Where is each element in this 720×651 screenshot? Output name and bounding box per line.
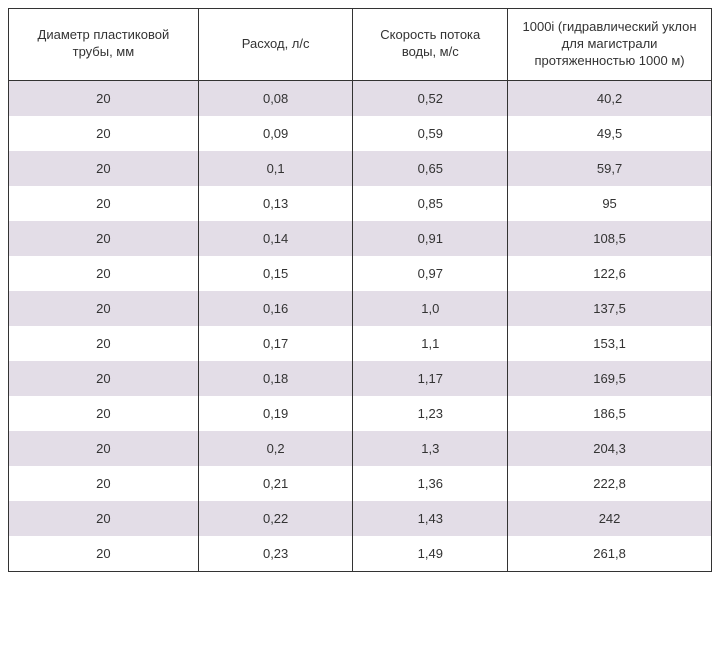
table-row: 200,150,97122,6 [9,256,712,291]
table-cell: 0,08 [198,80,353,116]
column-header-velocity: Скорость потока воды, м/с [353,9,508,81]
table-cell: 0,22 [198,501,353,536]
table-row: 200,140,91108,5 [9,221,712,256]
table-cell: 261,8 [508,536,712,572]
table-cell: 20 [9,291,199,326]
table-cell: 20 [9,256,199,291]
table-cell: 0,1 [198,151,353,186]
table-cell: 20 [9,501,199,536]
table-cell: 1,36 [353,466,508,501]
table-row: 200,10,6559,7 [9,151,712,186]
table-row: 200,080,5240,2 [9,80,712,116]
table-cell: 0,52 [353,80,508,116]
table-cell: 0,2 [198,431,353,466]
table-cell: 20 [9,466,199,501]
table-cell: 20 [9,116,199,151]
table-header-row: Диаметр пластиковой трубы, мм Расход, л/… [9,9,712,81]
table-row: 200,161,0137,5 [9,291,712,326]
column-header-slope: 1000i (гидравлический уклон для магистра… [508,9,712,81]
table-cell: 1,43 [353,501,508,536]
table-body: 200,080,5240,2200,090,5949,5200,10,6559,… [9,80,712,571]
table-cell: 0,15 [198,256,353,291]
table-cell: 169,5 [508,361,712,396]
table-cell: 0,18 [198,361,353,396]
table-cell: 1,3 [353,431,508,466]
table-row: 200,130,8595 [9,186,712,221]
table-cell: 242 [508,501,712,536]
table-row: 200,191,23186,5 [9,396,712,431]
table-cell: 153,1 [508,326,712,361]
table-cell: 0,65 [353,151,508,186]
table-cell: 0,23 [198,536,353,572]
table-cell: 20 [9,221,199,256]
table-cell: 0,14 [198,221,353,256]
table-cell: 222,8 [508,466,712,501]
table-cell: 1,1 [353,326,508,361]
table-cell: 0,97 [353,256,508,291]
table-cell: 122,6 [508,256,712,291]
hydraulic-table: Диаметр пластиковой трубы, мм Расход, л/… [8,8,712,572]
table-cell: 20 [9,361,199,396]
column-header-diameter: Диаметр пластиковой трубы, мм [9,9,199,81]
table-cell: 49,5 [508,116,712,151]
table-cell: 40,2 [508,80,712,116]
table-row: 200,171,1153,1 [9,326,712,361]
table-cell: 1,0 [353,291,508,326]
table-cell: 1,23 [353,396,508,431]
table-cell: 0,09 [198,116,353,151]
table-cell: 1,17 [353,361,508,396]
table-cell: 20 [9,80,199,116]
table-row: 200,090,5949,5 [9,116,712,151]
table-cell: 0,91 [353,221,508,256]
table-header: Диаметр пластиковой трубы, мм Расход, л/… [9,9,712,81]
column-header-flow: Расход, л/с [198,9,353,81]
table-cell: 137,5 [508,291,712,326]
table-cell: 0,13 [198,186,353,221]
table-cell: 0,17 [198,326,353,361]
table-cell: 0,16 [198,291,353,326]
table-row: 200,221,43242 [9,501,712,536]
table-cell: 1,49 [353,536,508,572]
table-row: 200,211,36222,8 [9,466,712,501]
table-cell: 20 [9,186,199,221]
table-cell: 108,5 [508,221,712,256]
table-cell: 20 [9,326,199,361]
table-cell: 20 [9,151,199,186]
table-cell: 0,59 [353,116,508,151]
table-cell: 20 [9,396,199,431]
table-row: 200,231,49261,8 [9,536,712,572]
table-cell: 59,7 [508,151,712,186]
table-row: 200,181,17169,5 [9,361,712,396]
table-cell: 0,21 [198,466,353,501]
table-cell: 20 [9,431,199,466]
table-cell: 0,19 [198,396,353,431]
table-cell: 20 [9,536,199,572]
table-cell: 95 [508,186,712,221]
table-cell: 0,85 [353,186,508,221]
table-cell: 204,3 [508,431,712,466]
table-row: 200,21,3204,3 [9,431,712,466]
table-cell: 186,5 [508,396,712,431]
